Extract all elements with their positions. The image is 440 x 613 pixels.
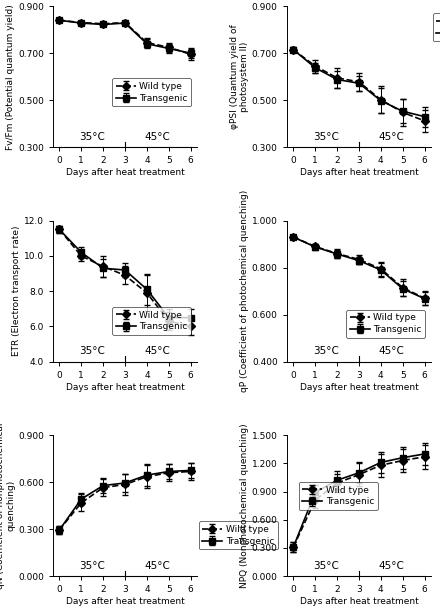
Legend: Wild type, Transgenic: Wild type, Transgenic — [433, 13, 440, 42]
Y-axis label: ETR (Electron transport rate): ETR (Electron transport rate) — [12, 226, 21, 356]
Text: 45°C: 45°C — [145, 132, 171, 142]
Legend: Wild type, Transgenic: Wild type, Transgenic — [346, 310, 425, 338]
X-axis label: Days after heat treatment: Days after heat treatment — [66, 383, 184, 392]
X-axis label: Days after heat treatment: Days after heat treatment — [300, 168, 418, 177]
Text: 45°C: 45°C — [379, 132, 405, 142]
Legend: Wild type, Transgenic: Wild type, Transgenic — [112, 78, 191, 106]
Text: 35°C: 35°C — [313, 346, 339, 356]
Text: 45°C: 45°C — [145, 346, 171, 356]
Text: 35°C: 35°C — [79, 346, 105, 356]
Legend: Wild type, Transgenic: Wild type, Transgenic — [199, 522, 278, 549]
Y-axis label: φPSI (Quantum yield of photosystem II): φPSI (Quantum yield of photosystem II) — [230, 25, 249, 129]
Text: 35°C: 35°C — [79, 560, 105, 571]
Text: 35°C: 35°C — [313, 560, 339, 571]
X-axis label: Days after heat treatment: Days after heat treatment — [300, 383, 418, 392]
Legend: Wild type, Transgenic: Wild type, Transgenic — [298, 482, 378, 510]
Text: 45°C: 45°C — [145, 560, 171, 571]
Y-axis label: NPQ (Nonphotochemical quenching): NPQ (Nonphotochemical quenching) — [240, 424, 249, 588]
Y-axis label: qN (Coefficient of nonphotochemical quenching): qN (Coefficient of nonphotochemical quen… — [0, 422, 15, 589]
Text: 35°C: 35°C — [79, 132, 105, 142]
Text: 45°C: 45°C — [379, 560, 405, 571]
X-axis label: Days after heat treatment: Days after heat treatment — [300, 597, 418, 606]
Text: 35°C: 35°C — [313, 132, 339, 142]
Y-axis label: Fv/Fm (Potential quantum yield): Fv/Fm (Potential quantum yield) — [6, 4, 15, 150]
Text: 45°C: 45°C — [379, 346, 405, 356]
X-axis label: Days after heat treatment: Days after heat treatment — [66, 168, 184, 177]
Y-axis label: qP (Coefficient of photochemical quenching): qP (Coefficient of photochemical quenchi… — [240, 190, 249, 392]
X-axis label: Days after heat treatment: Days after heat treatment — [66, 597, 184, 606]
Legend: Wild type, Transgenic: Wild type, Transgenic — [112, 307, 191, 335]
